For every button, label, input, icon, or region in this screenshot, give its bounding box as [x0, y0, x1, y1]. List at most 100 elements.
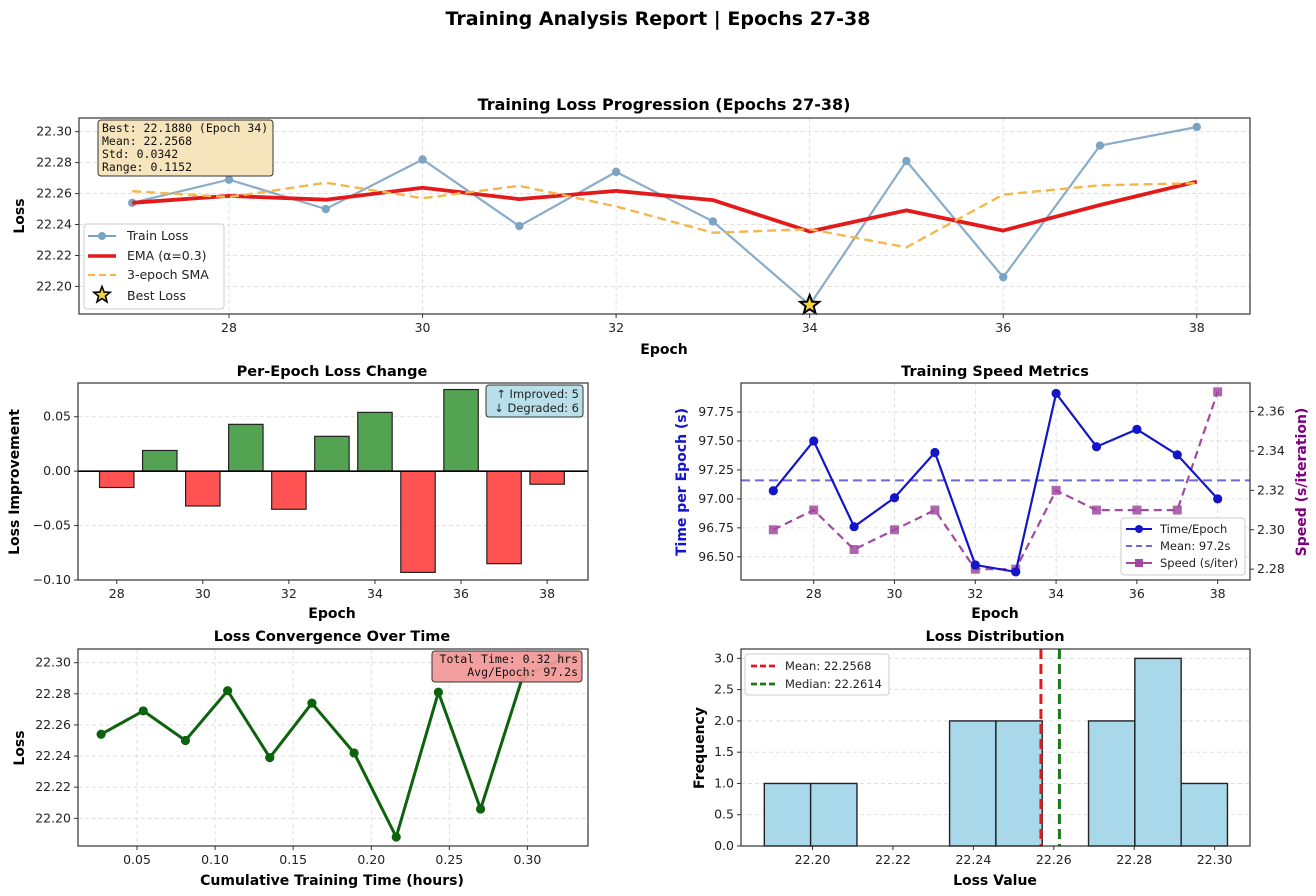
- y-tick-label: 96.75: [698, 520, 734, 535]
- x-tick-label: 36: [995, 320, 1011, 335]
- time-epoch-point: [809, 436, 819, 446]
- y-tick-label: 22.26: [35, 717, 71, 732]
- time-epoch-point: [1132, 424, 1142, 434]
- y2-tick-label: 2.30: [1257, 522, 1285, 537]
- improvement-bar: [357, 411, 393, 472]
- y-tick-label: 0.05: [43, 409, 71, 424]
- y-tick-label: 22.24: [35, 748, 71, 763]
- y-tick-label: 22.26: [36, 186, 72, 201]
- convergence-point: [265, 753, 275, 763]
- y-tick-label: −0.05: [33, 518, 71, 533]
- x-tick-label: 32: [608, 320, 624, 335]
- loss-change-frame: [77, 382, 589, 581]
- y-tick-label: 2.0: [714, 713, 734, 728]
- convergence-ylabel: Loss: [12, 730, 28, 765]
- y-tick-label: 97.75: [698, 404, 734, 419]
- speed-metrics-title: Training Speed Metrics: [901, 364, 1089, 380]
- x-tick-label: 30: [195, 586, 211, 601]
- legend-median-loss: Median: 22.2614: [785, 677, 882, 691]
- y-tick-label: 22.28: [35, 686, 71, 701]
- time-epoch-point: [889, 493, 900, 503]
- convergence-point: [475, 804, 486, 814]
- speed-point: [1091, 505, 1101, 515]
- loss-change-panel: Per-Epoch Loss Change 28 30 32 34 36 38 −0.10 −…: [7, 364, 589, 622]
- distribution-frame: [740, 648, 1251, 847]
- y-tick-label: 97.00: [698, 491, 734, 506]
- convergence-point: [96, 729, 106, 739]
- time-epoch-point: [1172, 450, 1182, 460]
- stats-std: Std: 0.0342: [102, 147, 178, 161]
- x-tick-label: 38: [1189, 320, 1205, 335]
- y-tick-label: 22.28: [36, 155, 72, 170]
- train-loss-point: [418, 155, 427, 164]
- train-loss-point: [1095, 141, 1105, 150]
- convergence-point: [180, 735, 191, 746]
- convergence-xlabel: Cumulative Training Time (hours): [200, 873, 464, 889]
- x-tick-label: 34: [802, 320, 818, 335]
- time-epoch-point: [1091, 442, 1102, 452]
- degradation-bar: [271, 470, 307, 510]
- convergence-point: [138, 706, 148, 716]
- time-epoch-point: [970, 560, 980, 570]
- y-tick-label: 2.5: [714, 682, 734, 697]
- legend-best-loss: Best Loss: [127, 288, 186, 303]
- distribution-legend: Mean: 22.2568 Median: 22.2614: [744, 653, 890, 696]
- report-title: Training Analysis Report | Epochs 27-38: [446, 8, 871, 30]
- degradation-bar: [529, 470, 565, 485]
- convergence-point: [222, 686, 233, 696]
- total-time: Total Time: 0.32 hrs: [440, 652, 578, 666]
- degradation-bar: [400, 470, 436, 573]
- x-tick-label: 32: [967, 586, 983, 601]
- train-loss-point: [515, 221, 524, 231]
- legend-mean-loss: Mean: 22.2568: [785, 659, 871, 673]
- loss-progression-title: Training Loss Progression (Epochs 27-38): [478, 95, 851, 114]
- speed-metrics-xlabel: Epoch: [971, 606, 1018, 622]
- loss-progression-frame: [78, 117, 1251, 315]
- legend-time-epoch: Time/Epoch: [1159, 522, 1227, 536]
- y-tick-label: 22.24: [36, 217, 72, 232]
- x-tick-label: 22.26: [1036, 852, 1072, 867]
- train-loss-point: [902, 156, 911, 166]
- x-tick-label: 0.30: [513, 852, 541, 867]
- speed-metrics-ylabel-left: Time per Epoch (s): [674, 408, 690, 556]
- x-tick-label: 22.30: [1197, 852, 1233, 867]
- x-tick-label: 0.20: [357, 852, 385, 867]
- x-tick-label: 22.28: [1116, 852, 1152, 867]
- improvement-bar: [314, 435, 350, 472]
- y2-tick-label: 2.34: [1257, 443, 1285, 458]
- train-loss-point: [224, 175, 234, 184]
- loss-progression-ylabel: Loss: [12, 198, 28, 233]
- x-tick-label: 22.24: [955, 852, 991, 867]
- histogram-bar: [763, 782, 812, 847]
- x-tick-label: 0.05: [123, 852, 151, 867]
- loss-change-ylabel: Loss Improvement: [7, 409, 23, 555]
- distribution-ylabel: Frequency: [692, 707, 708, 789]
- convergence-frame: [77, 648, 589, 847]
- distribution-panel: Loss Distribution 22.20 22.22 22.24 22.26 22…: [692, 629, 1251, 889]
- time-summary-box: Total Time: 0.32 hrs Avg/Epoch: 97.2s: [431, 650, 583, 683]
- speed-point: [809, 505, 819, 515]
- time-epoch-line: [772, 390, 1219, 574]
- speed-metrics-ylabel-right: Speed (s/iteration): [1294, 408, 1310, 557]
- x-tick-label: 36: [453, 586, 469, 601]
- time-epoch-point: [930, 447, 940, 458]
- speed-point: [1132, 505, 1142, 515]
- histogram-bar: [1180, 782, 1229, 847]
- loss-change-title: Per-Epoch Loss Change: [237, 364, 428, 380]
- y-tick-label: −0.10: [33, 572, 71, 587]
- time-epoch-point: [849, 522, 859, 532]
- train-loss-point: [321, 204, 330, 214]
- x-tick-label: 30: [415, 320, 431, 335]
- stats-box: Best: 22.1880 (Epoch 34) Mean: 22.2568 S…: [97, 119, 274, 177]
- time-epoch-point: [768, 486, 778, 496]
- speed-metrics-frame: [740, 382, 1251, 581]
- histogram-bar: [809, 782, 858, 847]
- loss-progression-panel: Training Loss Progression (Epochs 27-38)…: [12, 95, 1251, 358]
- legend-train-marker: [98, 232, 106, 240]
- loss-change-xlabel: Epoch: [308, 606, 355, 622]
- speed-metrics-panel: Training Speed Metrics 28 30 32 34 36 38 96.50…: [674, 364, 1310, 622]
- y-tick-label: 1.0: [714, 775, 734, 790]
- legend-star-icon: [91, 284, 113, 304]
- convergence-point: [391, 832, 401, 842]
